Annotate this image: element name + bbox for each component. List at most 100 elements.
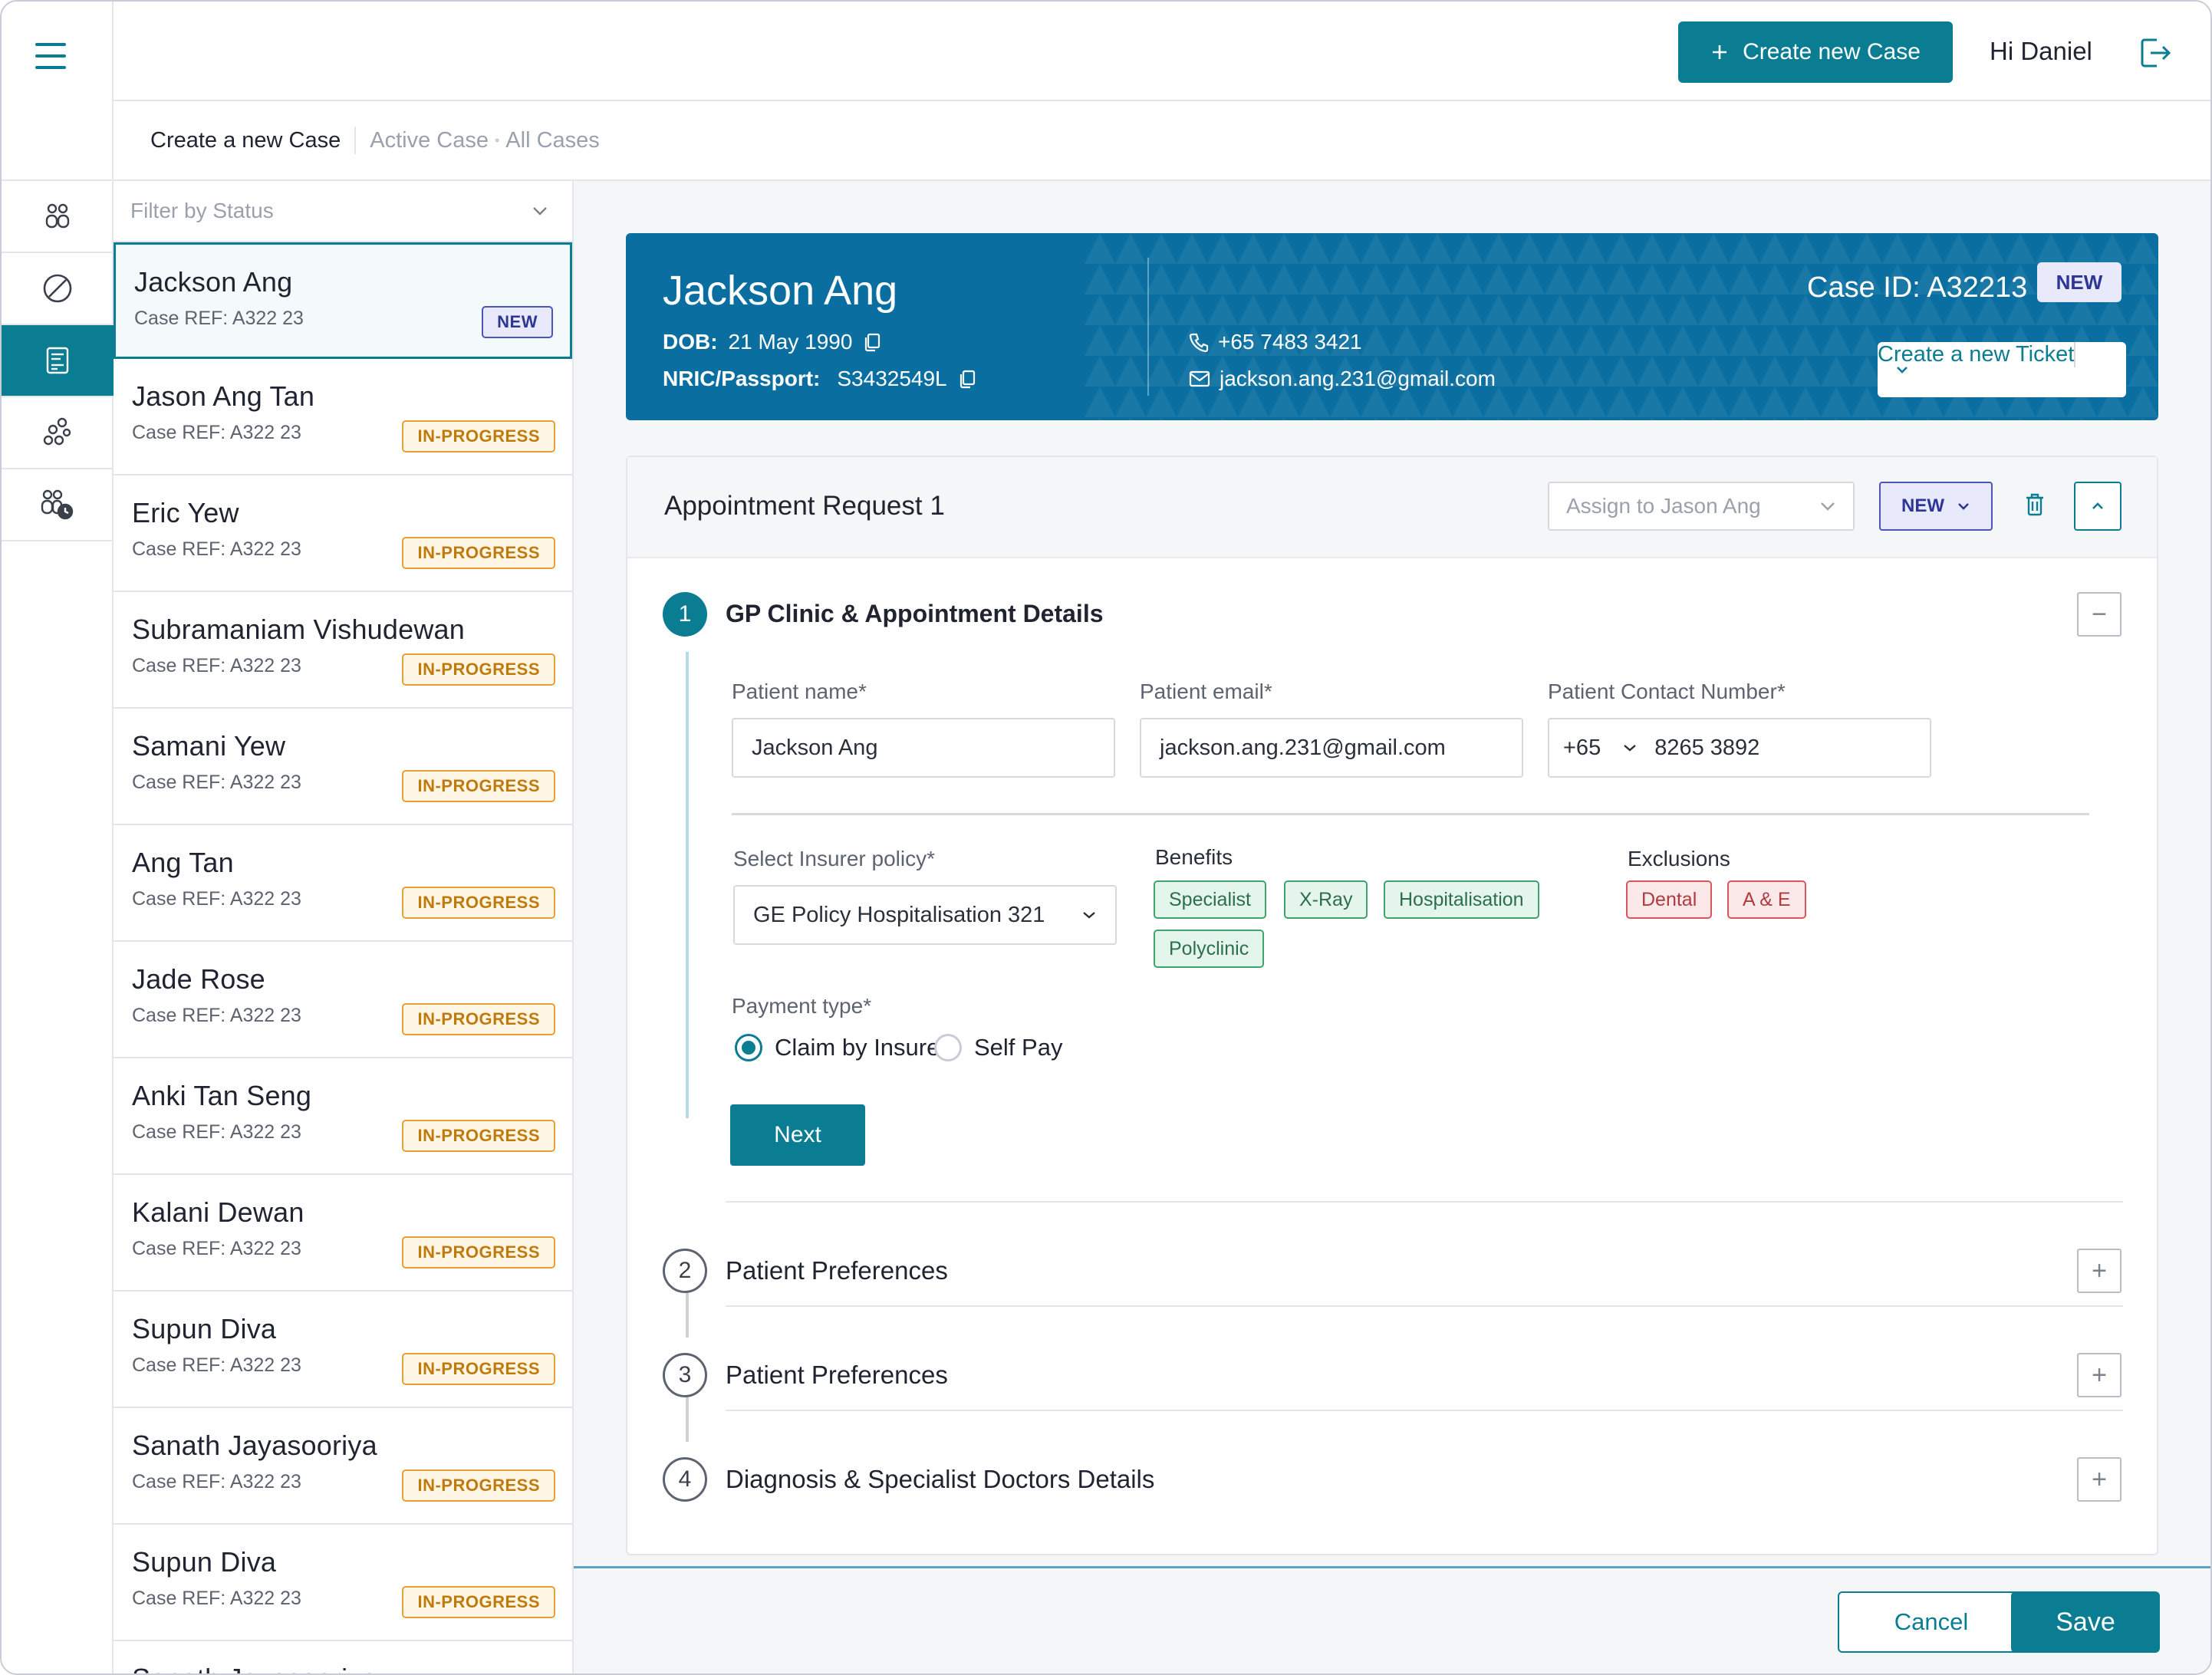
case-id: Case ID: A32213 xyxy=(1807,271,2028,304)
case-ref: Case REF: A322 23 xyxy=(132,1588,301,1609)
logout-icon[interactable] xyxy=(2137,35,2172,74)
case-patient-name: Sanath Jayasooriya xyxy=(132,1430,377,1461)
chevron-up-icon xyxy=(2092,502,2103,509)
case-history-icon[interactable] xyxy=(2,469,114,541)
create-new-case-label: Create new Case xyxy=(1743,39,1921,64)
dob-label: DOB: xyxy=(663,330,718,354)
breadcrumb-dot: • xyxy=(494,132,500,148)
case-patient-name: Supun Diva xyxy=(132,1313,277,1344)
status-filter-select[interactable]: Filter by Status xyxy=(114,181,572,242)
benefit-chip: X-Ray xyxy=(1284,880,1368,919)
case-list-item[interactable]: Ang Tan Case REF: A322 23 IN-PROGRESS xyxy=(114,825,572,942)
breadcrumb-active-case[interactable]: Active Case xyxy=(370,127,489,153)
form-divider xyxy=(732,813,2089,815)
patient-name-input[interactable]: Jackson Ang xyxy=(732,718,1115,778)
group-icon[interactable] xyxy=(2,397,114,469)
copy-icon[interactable] xyxy=(863,332,881,352)
case-list-icon[interactable] xyxy=(2,325,114,397)
case-list-item[interactable]: Jackson Ang Case REF: A322 23 NEW xyxy=(114,242,572,359)
hamburger-menu-icon[interactable] xyxy=(35,41,71,71)
step-2-title[interactable]: Patient Preferences xyxy=(726,1256,948,1285)
step-4-title[interactable]: Diagnosis & Specialist Doctors Details xyxy=(726,1465,1155,1493)
step-4-number: 4 xyxy=(663,1457,707,1502)
block-icon[interactable] xyxy=(2,253,114,325)
case-list-item[interactable]: Eric Yew Case REF: A322 23 IN-PROGRESS xyxy=(114,476,572,592)
case-patient-name: Eric Yew xyxy=(132,497,239,528)
breadcrumb: Create a new Case Active Case • All Case… xyxy=(114,101,2210,181)
case-patient-name: Ang Tan xyxy=(132,847,234,878)
patient-email: jackson.ang.231@gmail.com xyxy=(1220,367,1496,390)
patient-email-input[interactable]: jackson.ang.231@gmail.com xyxy=(1140,718,1523,778)
exclusion-chip: A & E xyxy=(1727,880,1806,919)
benefit-chip: Specialist xyxy=(1154,880,1266,919)
payment-option-self-pay[interactable]: Self Pay xyxy=(934,1034,1062,1061)
breadcrumb-current: Create a new Case xyxy=(150,127,341,153)
chevron-down-icon xyxy=(1821,502,1835,511)
patient-name: Jackson Ang xyxy=(663,268,898,314)
case-list-item[interactable]: Jade Rose Case REF: A322 23 IN-PROGRESS xyxy=(114,942,572,1058)
case-ref: Case REF: A322 23 xyxy=(132,1005,301,1026)
status-filter-placeholder: Filter by Status xyxy=(130,199,274,222)
patient-contact-input[interactable]: +65 8265 3892 xyxy=(1548,718,1931,778)
breadcrumb-all-cases[interactable]: All Cases xyxy=(505,127,600,153)
footer-bar: Cancel Save xyxy=(574,1566,2210,1673)
plus-icon xyxy=(1713,45,1727,59)
case-patient-name: Sanath Jayasooriya xyxy=(132,1663,572,1673)
collapse-card-button[interactable] xyxy=(2074,482,2121,531)
appointment-request-card: Appointment Request 1 Assign to Jason An… xyxy=(626,456,2158,1555)
country-code-select[interactable]: +65 xyxy=(1563,735,1601,760)
step-2-number: 2 xyxy=(663,1249,707,1293)
plus-icon[interactable]: + xyxy=(2077,1249,2121,1293)
case-list-item[interactable]: Sanath Jayasooriya Case REF: A322 23 IN-… xyxy=(114,1408,572,1525)
step-1-number: 1 xyxy=(663,592,707,637)
status-badge: NEW xyxy=(482,306,553,338)
dob-value: 21 May 1990 xyxy=(728,330,853,354)
case-patient-name: Supun Diva xyxy=(132,1546,277,1578)
chevron-down-icon xyxy=(1624,745,1636,752)
case-list-item[interactable]: Sanath Jayasooriya xyxy=(114,1641,572,1673)
patient-header-card: Jackson Ang DOB: 21 May 1990 NRIC/Passpo… xyxy=(626,233,2158,420)
status-badge: IN-PROGRESS xyxy=(402,1120,555,1152)
patient-contact-label: Patient Contact Number* xyxy=(1548,680,1786,703)
plus-icon[interactable]: + xyxy=(2077,1457,2121,1502)
payment-option-claim-by-insurer[interactable]: Claim by Insurer xyxy=(735,1034,948,1061)
case-ref: Case REF: A322 23 xyxy=(132,1354,301,1376)
case-list-item[interactable]: Kalani Dewan Case REF: A322 23 IN-PROGRE… xyxy=(114,1175,572,1292)
ticket-options-chevron-down-icon[interactable] xyxy=(1878,342,1927,397)
trash-icon[interactable] xyxy=(2025,492,2045,521)
patient-phone: +65 7483 3421 xyxy=(1218,330,1362,354)
case-list-item[interactable]: Jason Ang Tan Case REF: A322 23 IN-PROGR… xyxy=(114,359,572,476)
next-button[interactable]: Next xyxy=(730,1104,865,1166)
case-patient-name: Samani Yew xyxy=(132,730,286,762)
create-ticket-button[interactable]: Create a new Ticket xyxy=(1878,342,2076,367)
case-list-item[interactable]: Subramaniam Vishudewan Case REF: A322 23… xyxy=(114,592,572,709)
insurer-policy-select[interactable]: GE Policy Hospitalisation 321 xyxy=(733,885,1117,945)
assignee-placeholder: Assign to Jason Ang xyxy=(1566,494,1761,518)
case-list-item[interactable]: Samani Yew Case REF: A322 23 IN-PROGRESS xyxy=(114,709,572,825)
cases-icon[interactable] xyxy=(2,181,114,253)
case-patient-name: Anki Tan Seng xyxy=(132,1080,312,1111)
benefit-chip: Hospitalisation xyxy=(1384,880,1539,919)
status-badge: IN-PROGRESS xyxy=(402,1469,555,1502)
create-new-case-button[interactable]: Create new Case xyxy=(1678,21,1953,83)
assignee-select[interactable]: Assign to Jason Ang xyxy=(1548,482,1855,531)
case-list-panel: Filter by Status Jackson Ang Case REF: A… xyxy=(114,181,574,1673)
case-list-item[interactable]: Supun Diva Case REF: A322 23 IN-PROGRESS xyxy=(114,1525,572,1641)
case-ref: Case REF: A322 23 xyxy=(134,308,304,329)
copy-icon[interactable] xyxy=(958,369,976,389)
case-list-item[interactable]: Anki Tan Seng Case REF: A322 23 IN-PROGR… xyxy=(114,1058,572,1175)
chevron-down-icon xyxy=(1083,912,1095,919)
minus-icon[interactable]: − xyxy=(2077,592,2121,637)
step-3-title[interactable]: Patient Preferences xyxy=(726,1361,948,1389)
save-button[interactable]: Save xyxy=(2011,1591,2160,1653)
request-status-select[interactable]: NEW xyxy=(1879,482,1993,531)
payment-option-label: Self Pay xyxy=(974,1034,1063,1061)
insurer-policy-label: Select Insurer policy* xyxy=(733,847,936,870)
status-badge: IN-PROGRESS xyxy=(402,653,555,686)
plus-icon[interactable]: + xyxy=(2077,1353,2121,1397)
cancel-button[interactable]: Cancel xyxy=(1838,1591,2025,1653)
case-list-item[interactable]: Supun Diva Case REF: A322 23 IN-PROGRESS xyxy=(114,1292,572,1408)
case-patient-name: Jason Ang Tan xyxy=(132,380,315,412)
case-patient-name: Kalani Dewan xyxy=(132,1196,304,1228)
